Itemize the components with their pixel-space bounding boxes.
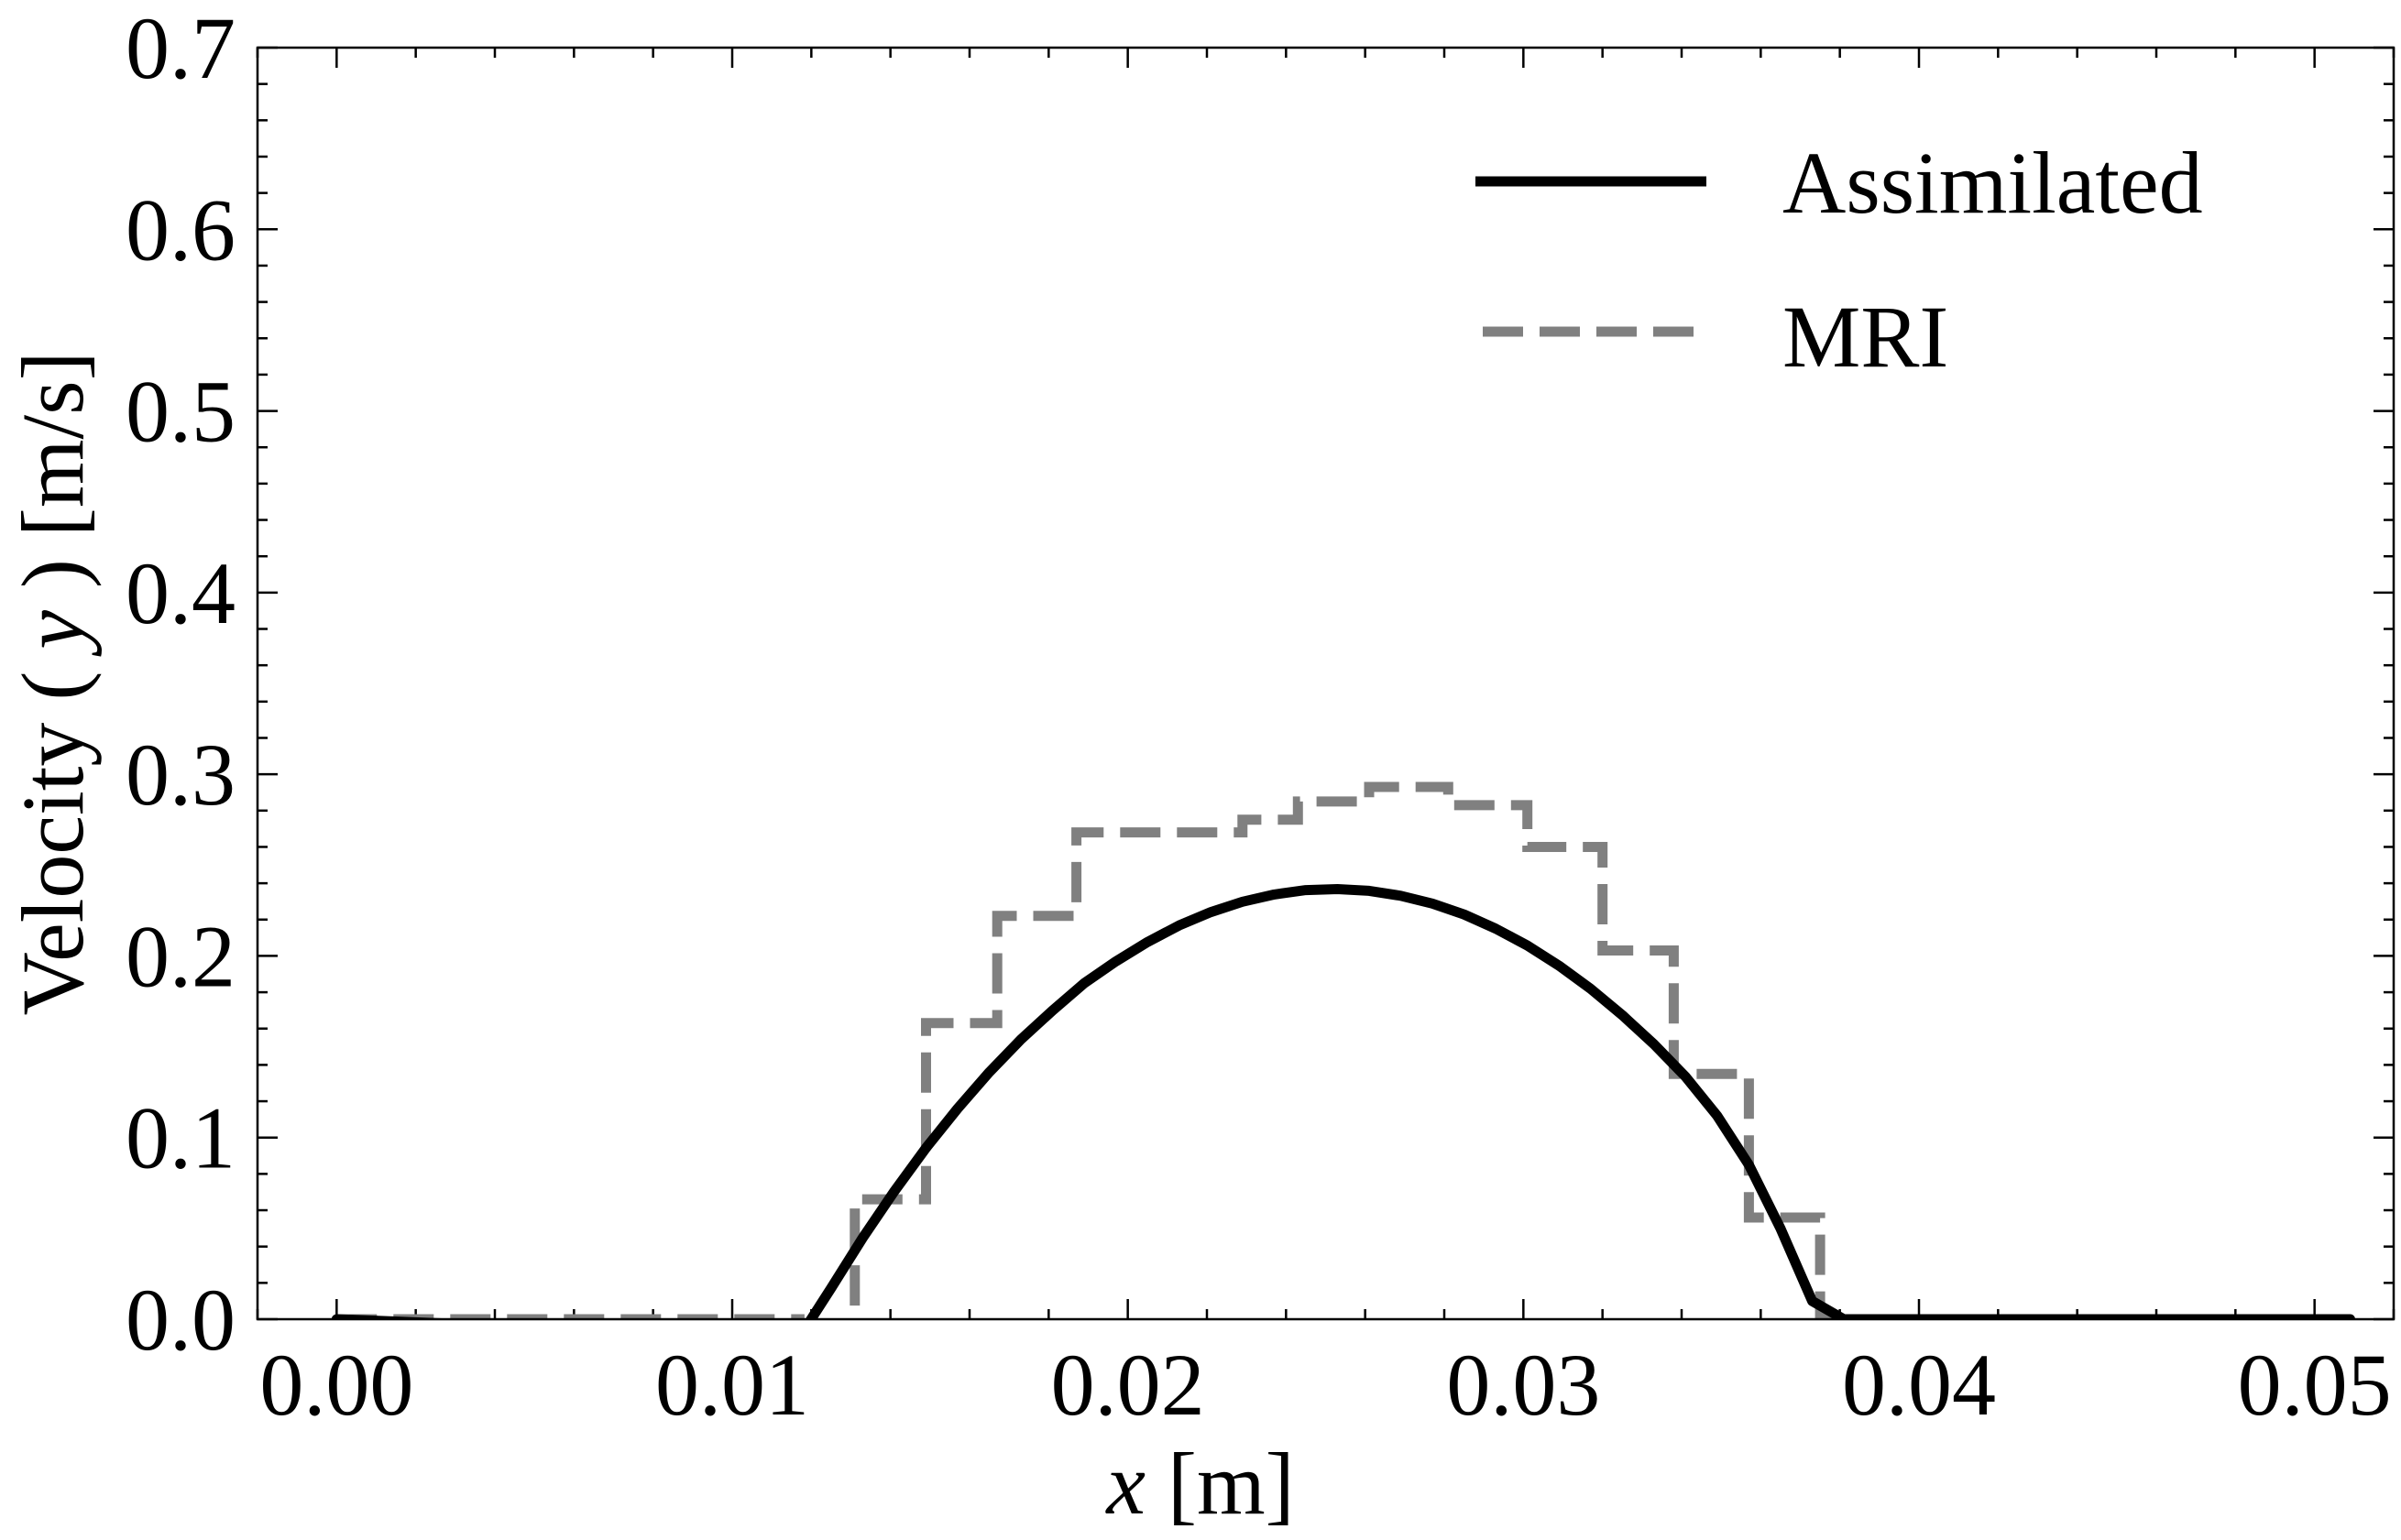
y-tick-label: 0.7 [126,0,236,97]
tick-labels: 0.00 0.01 0.02 0.03 0.04 0.05 0.0 0.1 0.2 0.3 0.4 0… [126,0,2392,1434]
major-ticks [258,46,2394,1321]
legend-label-mri: MRI [1782,288,1948,386]
y-tick-label: 0.0 [126,1271,236,1369]
y-tick-label: 0.1 [126,1089,236,1187]
series-line-mri [336,781,2351,1319]
y-axis-label-prefix: Velocity ( [4,672,102,1016]
y-axis-label: Velocity ( y ) [m/s] [4,351,102,1015]
series-line-assimilated [331,884,2355,1319]
legend-label-assimilated: Assimilated [1782,134,2203,232]
x-axis-variable: x [1104,1435,1146,1533]
plot-frame [256,46,2396,1321]
x-axis-label: x [m] [1104,1435,1294,1533]
y-tick-label: 0.6 [126,180,236,279]
y-axis-label-suffix: ) [m/s] [4,351,102,588]
legend: Assimilated MRI [1475,134,2203,386]
x-tick-label: 0.03 [1446,1336,1600,1434]
x-tick-label: 0.04 [1842,1336,1996,1434]
x-axis-unit: [m] [1168,1435,1295,1533]
x-tick-label: 0.00 [259,1336,413,1434]
x-tick-label: 0.01 [655,1336,809,1434]
minor-ticks [256,48,2396,1319]
y-tick-label: 0.2 [126,907,236,1005]
y-tick-label: 0.4 [126,544,236,642]
series-layer [331,781,2355,1319]
x-tick-label: 0.05 [2238,1336,2392,1434]
y-tick-label: 0.5 [126,363,236,461]
y-axis-variable: y [4,610,102,658]
y-tick-label: 0.3 [126,726,236,824]
x-tick-label: 0.02 [1051,1336,1205,1434]
